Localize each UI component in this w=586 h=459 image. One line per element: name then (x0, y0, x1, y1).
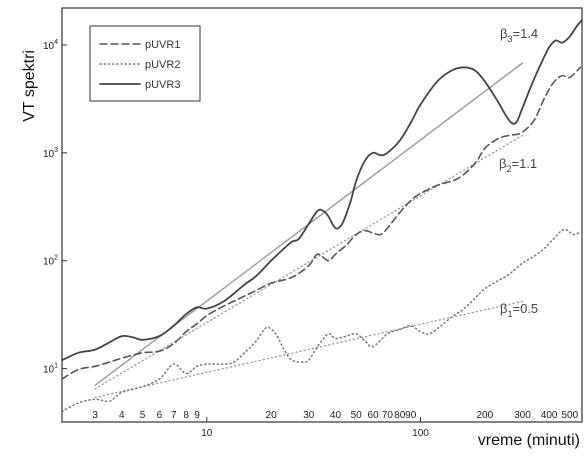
x-minor-tick-label: 7 (171, 410, 177, 421)
x-minor-tick-label: 70 (382, 410, 394, 421)
legend-label-pUVR1: pUVR1 (145, 39, 180, 51)
x-minor-tick-label: 40 (330, 410, 342, 421)
x-minor-tick-label: 4 (119, 410, 125, 421)
x-minor-tick-label: 80 (394, 410, 406, 421)
annotation-beta1: β1=0.5 (500, 301, 538, 319)
y-tick-label: 101 (43, 363, 58, 376)
series-pUVR3 (61, 19, 583, 361)
x-minor-tick-label: 300 (514, 410, 531, 421)
x-minor-tick-label: 5 (140, 410, 146, 421)
x-minor-tick-label: 20 (266, 410, 278, 421)
x-minor-tick-label: 200 (476, 410, 493, 421)
x-axis-label: vreme (minuti) (478, 432, 580, 449)
slope-annotations: β3=1.4 β2=1.1 β1=0.5 (499, 26, 538, 319)
x-minor-tick-label: 50 (351, 410, 363, 421)
series-pUVR1 (61, 66, 582, 380)
x-minor-tick-label: 60 (368, 410, 380, 421)
x-minor-tick-label: 3 (92, 410, 98, 421)
x-minor-tick-label: 30 (303, 410, 315, 421)
legend-label-pUVR3: pUVR3 (145, 79, 180, 91)
legend-items: pUVR1 pUVR2 pUVR3 (99, 39, 180, 91)
y-axis-label: VT spektri (21, 50, 38, 122)
annotation-beta2: β2=1.1 (499, 156, 537, 174)
x-minor-tick-label: 500 (561, 410, 578, 421)
x-major-tick-label: 100 (412, 428, 429, 439)
y-tick-label: 103 (43, 147, 58, 160)
x-minor-tick-label: 8 (183, 410, 189, 421)
legend: pUVR1 pUVR2 pUVR3 (89, 25, 201, 102)
series-pUVR2 (61, 228, 582, 413)
series-lines (61, 19, 583, 413)
x-major-tick-label: 10 (201, 428, 213, 439)
fit-line-3 (94, 300, 524, 399)
fit-line-2 (94, 134, 524, 390)
annotation-beta3: β3=1.4 (500, 26, 538, 44)
x-minor-tick-label: 6 (157, 410, 163, 421)
fit-lines (94, 62, 524, 399)
axis-ticks: 101 102 103 104 3 4 5 6 7 8 9 20 30 40 50 60 70 80 90 200 30… (43, 39, 579, 439)
x-minor-tick-label: 9 (194, 410, 200, 421)
x-minor-tick-label: 400 (541, 410, 558, 421)
legend-label-pUVR2: pUVR2 (145, 59, 180, 71)
y-tick-label: 104 (43, 39, 58, 52)
x-minor-tick-label: 90 (405, 410, 417, 421)
plot-area (61, 7, 583, 423)
y-tick-label: 102 (43, 255, 58, 268)
